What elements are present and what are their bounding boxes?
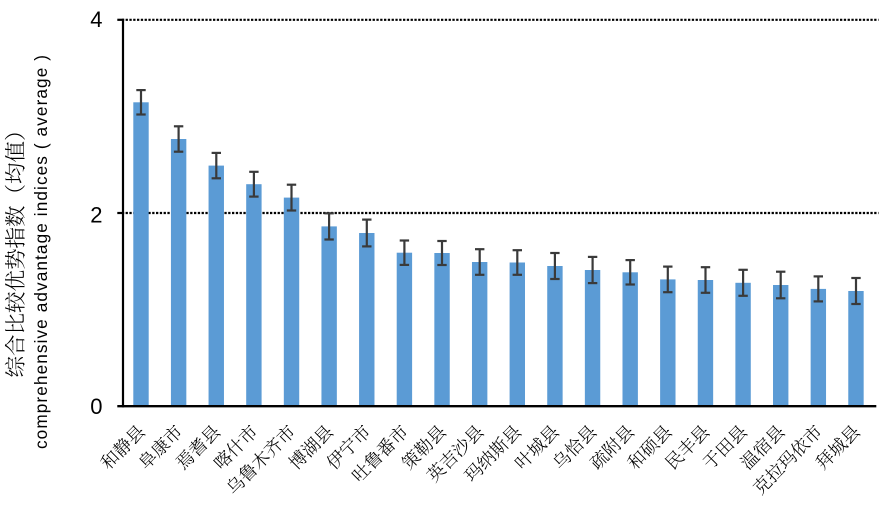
svg-text:4: 4 [90, 7, 102, 32]
svg-text:2: 2 [90, 202, 102, 227]
svg-text:0: 0 [90, 394, 102, 419]
svg-text:comprehensive advantage indice: comprehensive advantage indices ( averag… [31, 55, 51, 449]
